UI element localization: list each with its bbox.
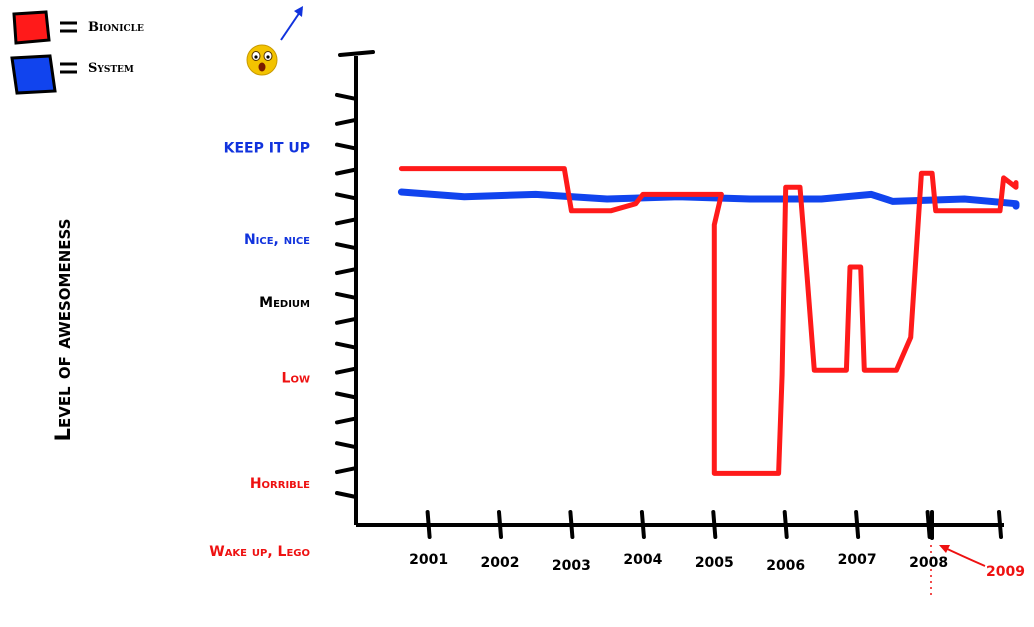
y-minor-tick — [335, 291, 358, 300]
legend-label-bionicle: Bionicle — [88, 20, 144, 35]
y-minor-tick — [335, 391, 358, 400]
y-minor-tick — [335, 92, 358, 101]
legend-swatch-bionicle — [12, 10, 51, 45]
y-minor-tick — [335, 167, 358, 176]
y-minor-tick — [335, 242, 358, 251]
x-tick — [568, 510, 575, 539]
x-tick — [782, 510, 789, 539]
x-tick-label: 2001 — [409, 552, 448, 568]
x-tick — [997, 510, 1003, 539]
x-tick — [425, 510, 432, 539]
x-tick-label: 2003 — [552, 558, 591, 574]
y-minor-tick — [335, 192, 358, 201]
arrow-up-right-icon — [280, 6, 303, 41]
series-line-bionicle — [398, 166, 1019, 476]
legend-entry-bionicle: Bionicle — [12, 10, 144, 45]
y-minor-tick — [335, 416, 358, 425]
legend-swatch-system — [10, 54, 57, 95]
shocked-face-icon — [246, 44, 278, 76]
series-lines — [397, 166, 1020, 476]
legend: Bionicle System — [10, 10, 144, 95]
y-tick-label: Low — [282, 370, 310, 386]
arrow-pointing-icon — [939, 545, 986, 567]
y-axis-title: Level of awesomeness — [51, 219, 75, 442]
y-minor-tick — [335, 267, 358, 276]
x-tick-label: 2007 — [838, 552, 877, 568]
x-tick-label: 2002 — [481, 555, 520, 571]
x-tick-label: 2006 — [766, 558, 805, 574]
y-tick-label: Medium — [259, 295, 310, 311]
x-tick — [925, 510, 932, 539]
annotation-2009: 2009 — [939, 545, 1025, 580]
y-tick-labels: Wake up, Lego Horrible Low Medium Nice, nice… — [209, 141, 310, 560]
year-2009-marker — [930, 510, 934, 595]
y-tick-label: Nice, nice — [244, 232, 310, 248]
y-minor-tick — [335, 491, 358, 499]
y-minor-ticks — [335, 92, 358, 499]
x-tick — [854, 510, 861, 539]
x-tick-label: 2005 — [695, 555, 734, 571]
x-tick — [639, 510, 646, 539]
x-ticks: 2001 2002 2003 2004 2005 2006 2007 2008 — [409, 510, 1003, 574]
y-minor-tick — [335, 441, 358, 450]
y-minor-tick — [335, 466, 358, 475]
x-tick — [711, 510, 718, 539]
y-minor-tick — [335, 217, 358, 226]
y-tick-label: Horrible — [250, 476, 310, 492]
y-tick-label: KEEP IT UP — [224, 141, 310, 157]
x-tick — [497, 510, 503, 539]
y-minor-tick — [335, 142, 358, 151]
x-tick-label: 2008 — [909, 555, 948, 571]
legend-entry-system: System — [10, 54, 134, 95]
x-tick-label: 2004 — [623, 552, 662, 568]
y-minor-tick — [335, 117, 358, 126]
y-minor-tick — [335, 316, 358, 325]
y-tick-label: Wake up, Lego — [209, 544, 310, 560]
annotation-2009-label: 2009 — [986, 564, 1025, 580]
y-minor-tick — [335, 341, 358, 350]
legend-label-system: System — [88, 61, 134, 76]
legend-equals-system — [60, 62, 77, 74]
legend-equals-bionicle — [60, 21, 77, 33]
y-minor-tick — [335, 366, 358, 375]
